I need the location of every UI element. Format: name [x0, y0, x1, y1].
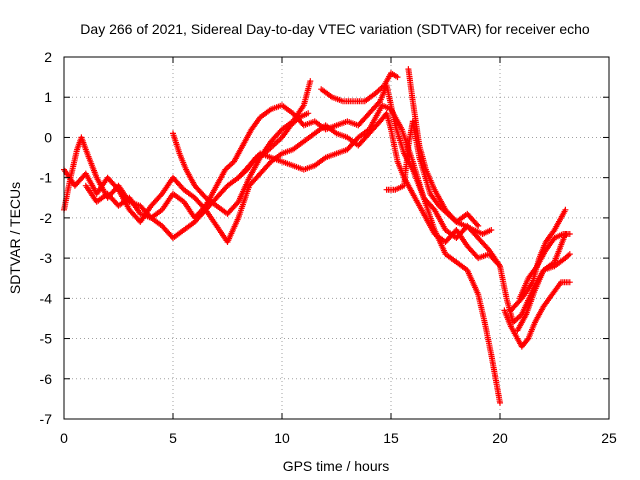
y-axis-label: SDTVAR / TECUs	[7, 182, 23, 294]
data-point	[566, 251, 573, 258]
grid-lines	[64, 57, 609, 419]
series-8	[501, 279, 573, 350]
data-point	[474, 221, 480, 228]
data-point	[566, 231, 573, 237]
data-point	[394, 74, 401, 81]
series-12	[235, 110, 312, 181]
series-11	[516, 231, 573, 302]
x-tick-label: 5	[169, 430, 177, 446]
x-tick-label: 25	[601, 430, 617, 446]
axis-ticks: 0 5 10 15 20 25 -7 -6 -5 -4 -3 -2 -1 0 1 2	[40, 49, 617, 446]
y-tick-label: -1	[40, 170, 53, 186]
y-tick-label: -4	[40, 290, 53, 306]
data-point	[307, 78, 314, 85]
y-tick-label: 1	[44, 89, 52, 105]
data-point	[562, 206, 569, 213]
y-tick-label: -3	[40, 250, 53, 266]
data-point	[524, 336, 531, 343]
data-point	[566, 279, 573, 286]
data-point	[515, 314, 522, 321]
y-tick-label: -2	[40, 210, 53, 226]
series-10	[514, 251, 573, 334]
data-points	[61, 66, 573, 406]
data-point	[497, 399, 503, 406]
y-tick-label: 2	[44, 49, 52, 65]
y-tick-label: 0	[44, 129, 52, 145]
x-tick-label: 0	[60, 430, 68, 446]
data-point	[305, 110, 312, 117]
series-2	[61, 110, 569, 326]
y-tick-label: -7	[40, 411, 53, 427]
plot-frame	[63, 56, 610, 420]
series-5	[318, 70, 401, 105]
data-point	[488, 227, 495, 233]
chart-title: Day 266 of 2021, Sidereal Day-to-day VTE…	[80, 21, 590, 37]
x-tick-label: 10	[274, 430, 290, 446]
y-tick-label: -5	[40, 331, 53, 347]
x-tick-label: 15	[383, 430, 399, 446]
x-tick-label: 20	[492, 430, 508, 446]
series-7	[405, 66, 482, 229]
y-tick-label: -6	[40, 371, 53, 387]
x-axis-label: GPS time / hours	[283, 458, 390, 474]
data-point	[475, 222, 482, 229]
series-4	[170, 78, 314, 217]
